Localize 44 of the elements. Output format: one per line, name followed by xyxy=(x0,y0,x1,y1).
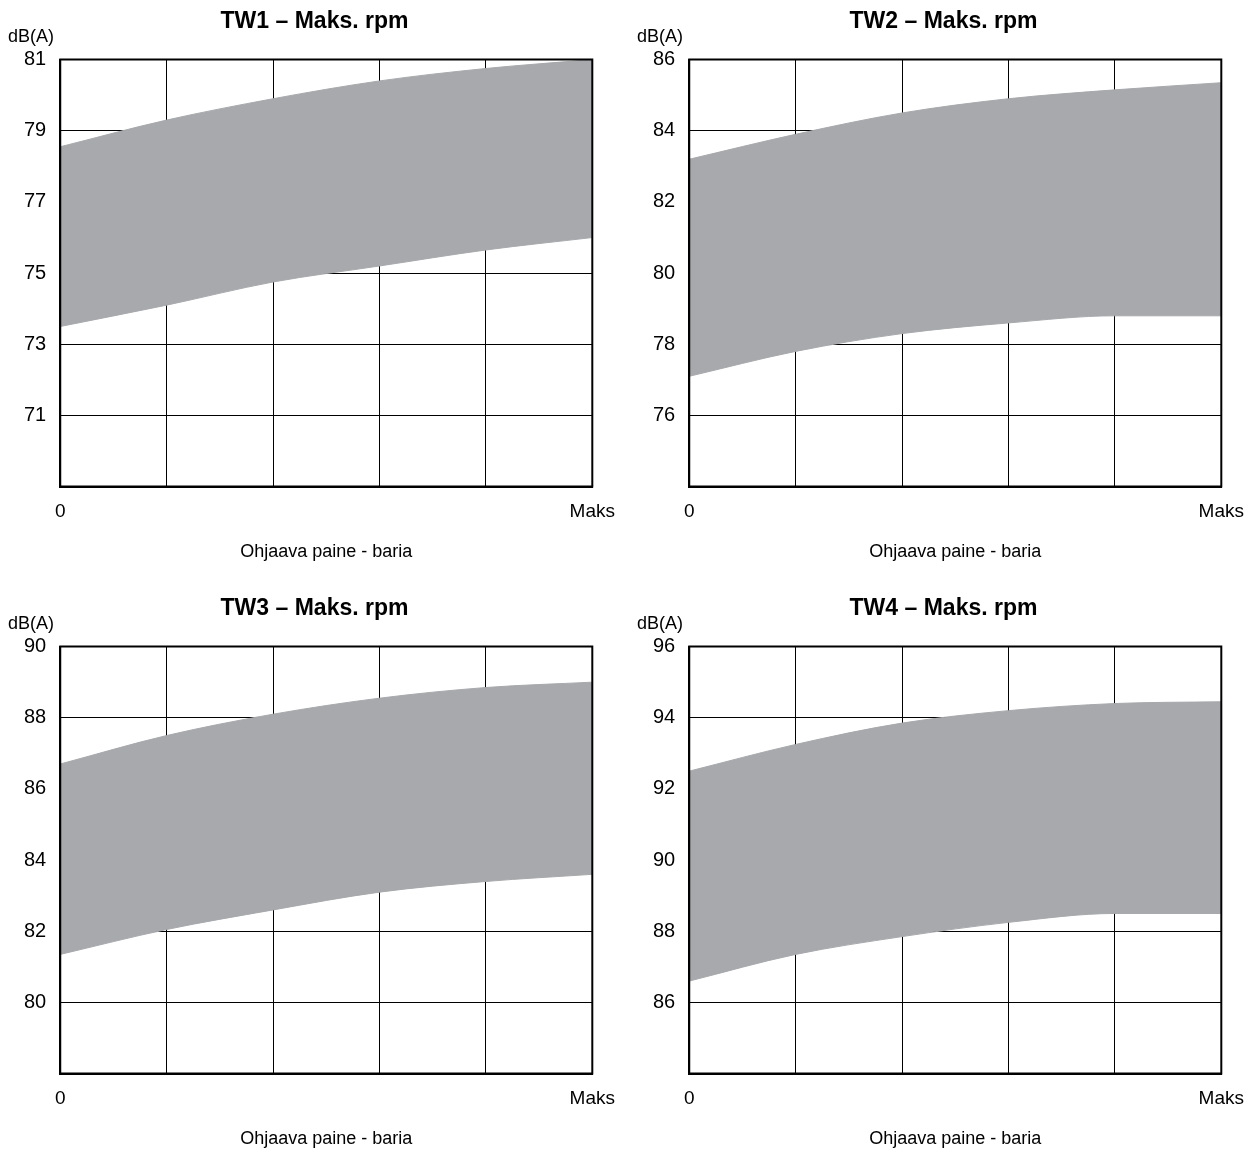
chart-title: TW3 – Maks. rpm xyxy=(220,594,409,621)
y-tick-label: 84 xyxy=(653,118,676,141)
y-tick-label: 81 xyxy=(24,47,47,70)
y-tick-label: 78 xyxy=(653,331,676,354)
x-tick-label: Maks xyxy=(569,500,616,522)
y-tick-label: 86 xyxy=(24,776,47,799)
y-tick-label: 88 xyxy=(653,918,676,941)
x-tick-label: Maks xyxy=(569,1087,616,1109)
y-tick-label: 76 xyxy=(653,402,676,425)
y-tick-label: 90 xyxy=(653,847,676,870)
x-axis-title: Ohjaava paine - baria xyxy=(240,541,414,562)
x-tick-label: Maks xyxy=(1198,1087,1245,1109)
y-tick-label: 82 xyxy=(24,918,47,941)
y-tick-label: 86 xyxy=(653,47,676,70)
y-tick-label: 86 xyxy=(653,989,676,1012)
x-tick-label: Maks xyxy=(1198,500,1245,522)
y-tick-label: 84 xyxy=(24,847,47,870)
y-tick-label: 92 xyxy=(653,776,676,799)
y-axis-title: dB(A) xyxy=(8,612,55,633)
y-axis-title: dB(A) xyxy=(637,25,684,46)
y-tick-label: 80 xyxy=(653,260,676,283)
y-axis-title: dB(A) xyxy=(637,612,684,633)
y-axis-title: dB(A) xyxy=(8,25,55,46)
x-tick-label: 0 xyxy=(683,500,695,522)
y-tick-label: 79 xyxy=(24,118,47,141)
y-tick-label: 96 xyxy=(653,634,676,657)
x-tick-label: 0 xyxy=(54,500,66,522)
y-tick-label: 94 xyxy=(653,705,676,728)
x-tick-label: 0 xyxy=(54,1087,66,1109)
x-axis-title: Ohjaava paine - baria xyxy=(240,1128,414,1149)
y-tick-label: 75 xyxy=(24,260,47,283)
chart-title: TW4 – Maks. rpm xyxy=(849,594,1038,621)
y-tick-label: 77 xyxy=(24,189,47,212)
y-tick-label: 90 xyxy=(24,634,47,657)
y-tick-label: 73 xyxy=(24,331,47,354)
x-tick-label: 0 xyxy=(683,1087,695,1109)
chart-title: TW1 – Maks. rpm xyxy=(220,7,409,34)
y-tick-label: 82 xyxy=(653,189,676,212)
x-axis-title: Ohjaava paine - baria xyxy=(869,541,1043,562)
y-tick-label: 88 xyxy=(24,705,47,728)
y-tick-label: 80 xyxy=(24,989,47,1012)
x-axis-title: Ohjaava paine - baria xyxy=(869,1128,1043,1149)
y-tick-label: 71 xyxy=(24,402,47,425)
chart-title: TW2 – Maks. rpm xyxy=(849,7,1038,34)
